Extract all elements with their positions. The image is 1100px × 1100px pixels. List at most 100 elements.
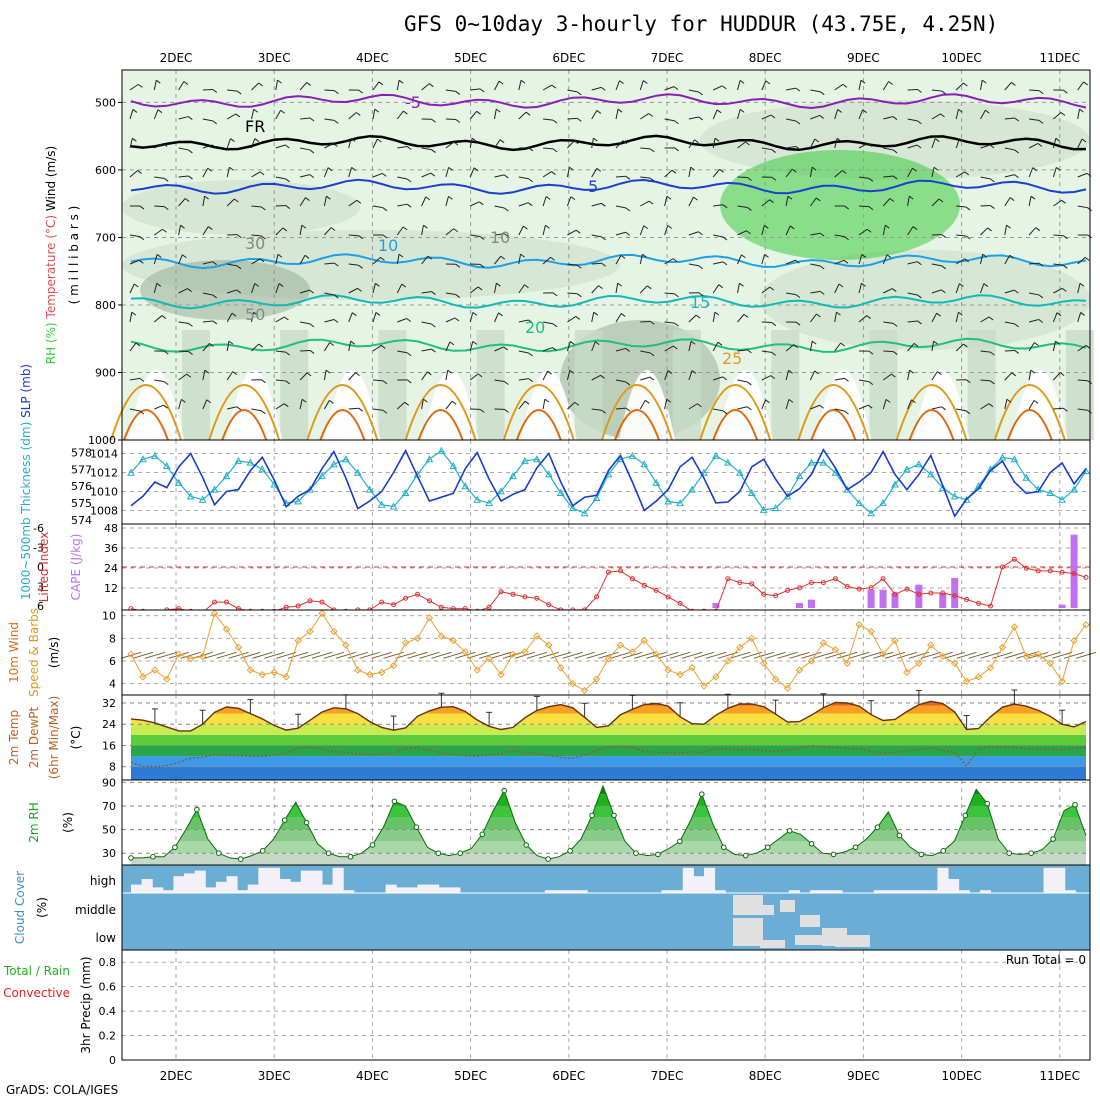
wind-barb-flag bbox=[187, 116, 193, 120]
wind-point bbox=[939, 652, 947, 661]
wind-barb bbox=[518, 176, 529, 180]
thickness-point bbox=[568, 504, 577, 512]
wind-barb-flag bbox=[770, 114, 776, 119]
wind-barb-flag bbox=[965, 410, 971, 415]
thickness-point bbox=[676, 499, 684, 507]
wind-barb-flag bbox=[207, 167, 213, 172]
wind-barb-flag bbox=[358, 89, 363, 94]
wind-barb bbox=[1028, 370, 1032, 381]
wind-barb bbox=[372, 283, 376, 294]
wind-barb bbox=[251, 234, 262, 237]
wind-barb-flag bbox=[495, 108, 501, 113]
wind-barb bbox=[299, 372, 308, 381]
wind-barb-flag bbox=[981, 79, 987, 84]
wind-point bbox=[485, 655, 493, 663]
wind-barb bbox=[324, 319, 335, 323]
wind-barb-flag bbox=[547, 370, 552, 375]
wind-barb bbox=[421, 225, 424, 236]
wind-barb bbox=[372, 312, 377, 323]
wind-barb bbox=[664, 169, 673, 178]
thickness-point bbox=[449, 461, 458, 469]
wind-barb-flag bbox=[351, 167, 356, 171]
wind-barb-flag bbox=[528, 352, 533, 357]
wind-barb-flag bbox=[990, 380, 995, 385]
wind-barb bbox=[1051, 651, 1073, 659]
wind-barb-flag bbox=[163, 404, 168, 409]
wind-barb-flag bbox=[259, 258, 265, 263]
isotherm-FR bbox=[130, 134, 1087, 152]
wind-barb bbox=[348, 287, 358, 294]
wind-barb-flag bbox=[941, 90, 947, 95]
cape-bar bbox=[1058, 604, 1066, 608]
wind-barb bbox=[737, 80, 741, 91]
wind-barb-flag bbox=[138, 259, 144, 264]
temp-band bbox=[131, 745, 1086, 757]
wind-barb-flag bbox=[1014, 289, 1019, 294]
rh-point bbox=[720, 844, 727, 851]
wind-barb bbox=[178, 175, 189, 178]
wind-barb bbox=[931, 89, 942, 92]
li-point bbox=[761, 591, 767, 597]
panel-frame bbox=[121, 439, 1091, 525]
wind-barb-flag bbox=[261, 206, 266, 211]
wind-barb-flag bbox=[253, 311, 259, 316]
wind-point bbox=[855, 621, 863, 629]
wind-barb bbox=[882, 198, 891, 207]
wind-barb-flag bbox=[698, 116, 703, 121]
wind-barb-flag bbox=[933, 166, 939, 171]
y-tick-label-left: 576 bbox=[71, 480, 92, 493]
wind-barb bbox=[809, 341, 813, 352]
wind-barb-flag bbox=[1038, 294, 1044, 299]
wind-barb-flag bbox=[965, 206, 971, 211]
wind-point bbox=[163, 675, 171, 683]
wind-barb bbox=[567, 316, 577, 323]
wind-barb-flag bbox=[891, 288, 897, 292]
wind-barb-flag bbox=[551, 84, 557, 89]
wind-barb-flag bbox=[427, 371, 432, 376]
wind-barb-flag bbox=[398, 79, 404, 84]
wind-barb bbox=[801, 651, 822, 659]
li-point bbox=[904, 586, 910, 592]
li-point bbox=[689, 608, 695, 610]
wind-barb bbox=[299, 289, 310, 294]
wind-barb-flag bbox=[988, 403, 994, 408]
wind-barb-flag bbox=[964, 171, 970, 176]
wind-barb-flag bbox=[721, 85, 727, 90]
wind-barb bbox=[153, 254, 158, 265]
date-label-bottom: 4DEC bbox=[356, 1069, 389, 1083]
wind-barb bbox=[490, 651, 512, 659]
wind-barb bbox=[640, 147, 651, 150]
wind-barb-flag bbox=[228, 340, 234, 345]
thickness-point bbox=[831, 468, 840, 476]
y-tick-label-right: 24 bbox=[104, 562, 118, 575]
high-cloud-gap bbox=[449, 887, 461, 893]
wind-barb-flag bbox=[911, 399, 916, 404]
wind-barb-flag bbox=[739, 79, 745, 84]
wind-barb-flag bbox=[674, 322, 679, 327]
wind-barb bbox=[591, 234, 602, 238]
wind-barb bbox=[883, 147, 894, 151]
wind-barb bbox=[761, 375, 772, 381]
thickness-point bbox=[353, 468, 362, 476]
upper-air-panel: -5FR5101520251030505006007008009001000RH… bbox=[44, 69, 1094, 447]
wind-barb-flag bbox=[552, 119, 558, 124]
isotherm-30 bbox=[908, 409, 955, 441]
wind-barb bbox=[567, 401, 576, 410]
wind-barb-flag bbox=[916, 144, 922, 149]
wind-barb bbox=[1004, 147, 1015, 151]
high-cloud-gap bbox=[237, 890, 249, 893]
wind-barb bbox=[323, 651, 345, 659]
li-point bbox=[462, 606, 468, 610]
wind-barb-flag bbox=[787, 195, 793, 200]
wind-barb-flag bbox=[934, 138, 940, 142]
wind-barb-flag bbox=[596, 168, 602, 172]
y-tick-label-left: 3 bbox=[37, 581, 44, 594]
wind-barb-flag bbox=[1063, 235, 1068, 240]
wind-barb-flag bbox=[965, 379, 971, 384]
wind-barb-flag bbox=[788, 369, 793, 374]
wind-barb bbox=[810, 89, 821, 93]
thickness-point bbox=[1010, 455, 1019, 463]
y-tick-label-left: 6 bbox=[37, 600, 44, 613]
wind-barb-flag bbox=[358, 264, 363, 269]
wind-barb bbox=[825, 651, 846, 659]
